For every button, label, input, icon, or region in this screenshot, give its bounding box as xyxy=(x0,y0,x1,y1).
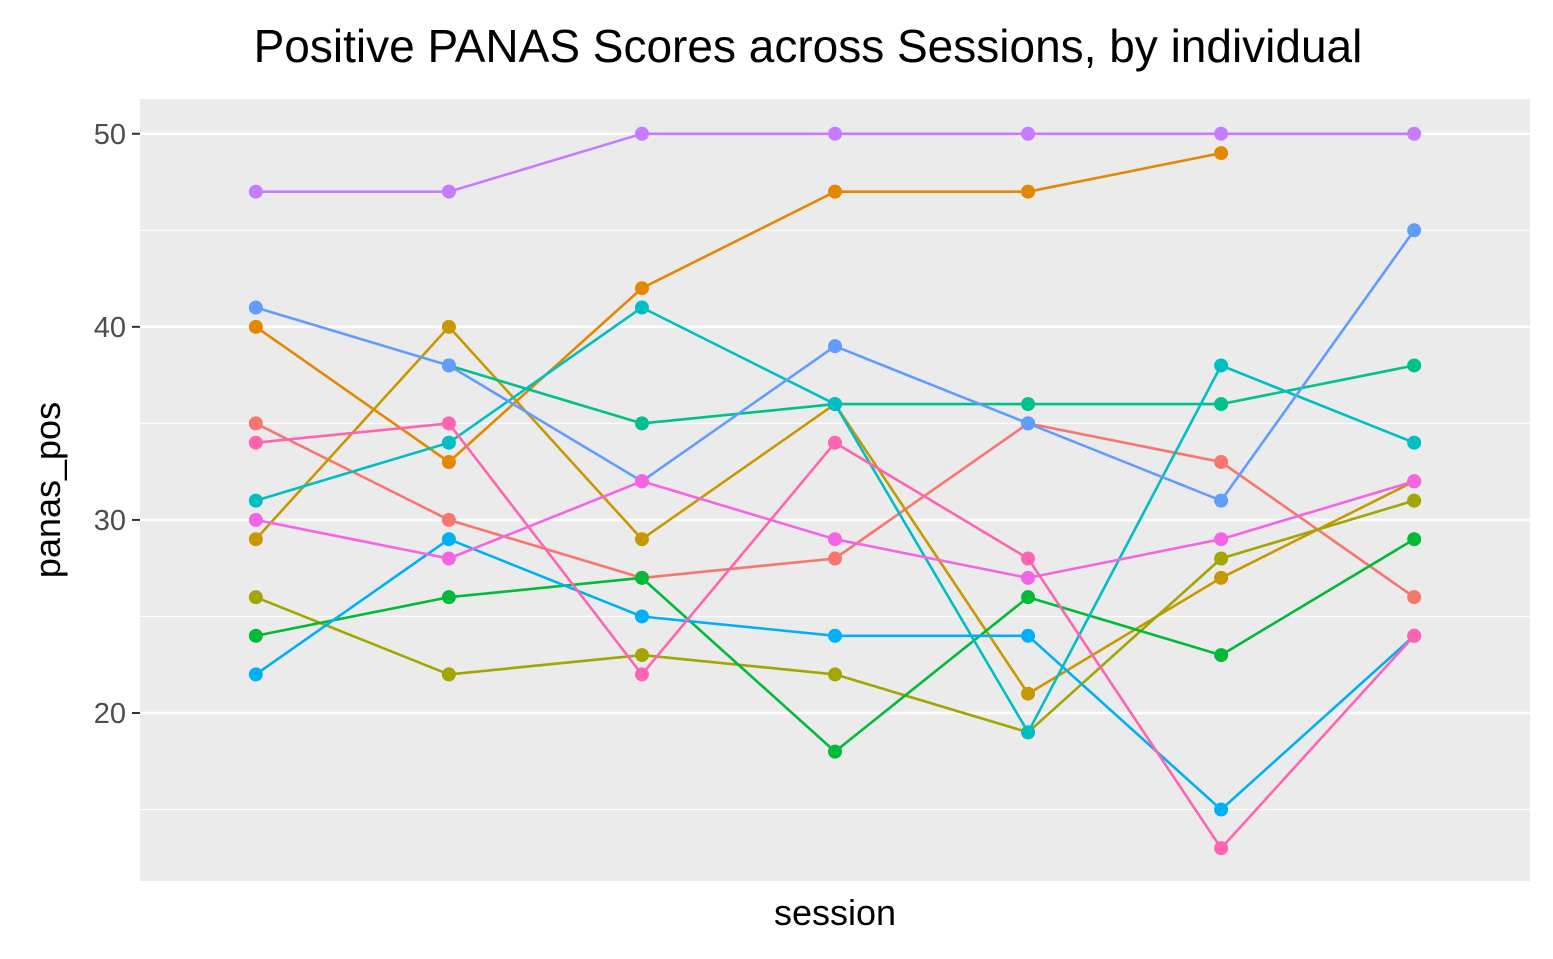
data-point xyxy=(248,184,263,199)
data-point xyxy=(828,744,842,759)
data-point xyxy=(248,435,263,450)
data-point xyxy=(248,590,263,605)
data-point xyxy=(1214,648,1229,663)
data-point xyxy=(634,532,649,547)
data-point xyxy=(441,184,456,199)
data-point xyxy=(1214,802,1229,817)
data-point xyxy=(1407,532,1422,547)
data-point xyxy=(441,667,456,682)
data-point xyxy=(1021,184,1036,199)
data-point xyxy=(441,455,456,470)
series-line-2 xyxy=(255,151,1222,464)
data-point xyxy=(441,416,456,431)
data-point xyxy=(1407,358,1422,373)
data-point xyxy=(1021,628,1036,643)
data-point xyxy=(1214,493,1229,508)
data-point xyxy=(248,532,263,547)
data-point xyxy=(828,667,842,682)
data-point xyxy=(441,358,456,373)
series-line-6 xyxy=(448,364,1415,425)
data-point xyxy=(634,416,649,431)
data-point xyxy=(634,281,649,296)
data-point xyxy=(441,551,456,566)
data-point xyxy=(1214,126,1229,141)
data-point xyxy=(1214,397,1229,412)
data-point xyxy=(1214,841,1229,856)
data-point xyxy=(441,590,456,605)
data-point xyxy=(634,667,649,682)
data-point xyxy=(1407,590,1422,605)
data-point xyxy=(828,628,842,643)
data-point xyxy=(1021,551,1036,566)
data-point xyxy=(1021,570,1036,585)
data-point xyxy=(248,416,263,431)
data-point xyxy=(828,339,842,354)
data-point xyxy=(634,609,649,624)
data-point xyxy=(1021,590,1036,605)
data-point xyxy=(634,474,649,489)
data-point xyxy=(828,532,842,547)
data-point xyxy=(1214,146,1229,161)
plot-panel xyxy=(140,99,1530,881)
data-point xyxy=(1021,416,1036,431)
chart-title: Positive PANAS Scores across Sessions, b… xyxy=(254,20,1363,72)
data-point xyxy=(634,648,649,663)
data-point xyxy=(1021,725,1036,740)
data-point xyxy=(1214,455,1229,470)
data-point xyxy=(1214,532,1229,547)
y-tick-label: 20 xyxy=(94,698,126,730)
data-point xyxy=(828,551,842,566)
data-point xyxy=(248,493,263,508)
y-tick-label: 50 xyxy=(94,119,126,151)
data-point xyxy=(248,300,263,315)
data-point xyxy=(1407,435,1422,450)
minor-gridlines xyxy=(140,229,1530,811)
data-point xyxy=(1214,358,1229,373)
data-point xyxy=(441,319,456,334)
data-point xyxy=(441,435,456,450)
data-point xyxy=(1407,474,1422,489)
data-point xyxy=(828,126,842,141)
data-point xyxy=(828,397,842,412)
data-point xyxy=(1214,570,1229,585)
data-point xyxy=(1021,397,1036,412)
data-point xyxy=(634,300,649,315)
y-axis-title: panas_pos xyxy=(27,402,68,578)
y-tick-label: 40 xyxy=(94,312,126,344)
data-point xyxy=(634,570,649,585)
data-point xyxy=(248,319,263,334)
series-points xyxy=(248,126,1422,856)
data-point xyxy=(1021,126,1036,141)
data-point xyxy=(1407,223,1422,238)
data-point xyxy=(1021,686,1036,701)
data-point xyxy=(441,532,456,547)
data-point xyxy=(828,435,842,450)
data-point xyxy=(634,126,649,141)
data-point xyxy=(248,667,263,682)
data-point xyxy=(1214,551,1229,566)
data-point xyxy=(828,184,842,199)
y-axis: 20 30 40 50 xyxy=(94,119,140,730)
data-point xyxy=(441,512,456,527)
data-point xyxy=(248,628,263,643)
data-point xyxy=(1407,493,1422,508)
data-point xyxy=(248,512,263,527)
x-axis-title: session xyxy=(774,892,896,933)
data-point xyxy=(1407,126,1422,141)
y-tick-label: 30 xyxy=(94,505,126,537)
data-point xyxy=(1407,628,1422,643)
